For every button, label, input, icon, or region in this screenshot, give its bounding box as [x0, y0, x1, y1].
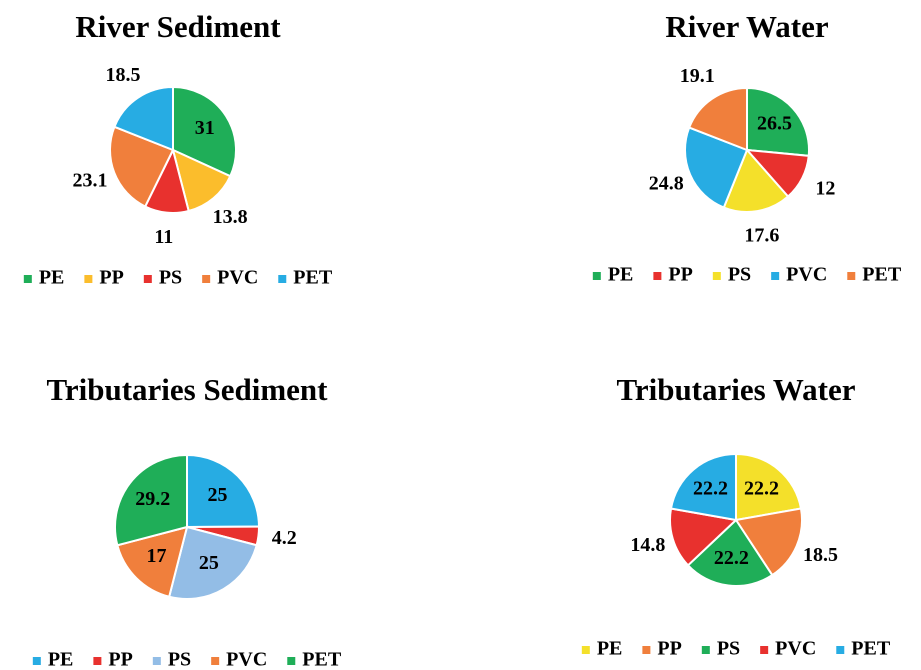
legend-label: PVC	[226, 649, 267, 670]
data-label: 22.2	[693, 477, 728, 499]
data-label: 23.1	[72, 170, 107, 192]
data-label: 17	[147, 545, 167, 567]
data-label: 13.8	[213, 206, 248, 228]
pie-slice	[746, 86, 810, 157]
pie-slice	[113, 85, 174, 152]
legend-label: PET	[293, 267, 333, 289]
legend-label: PS	[728, 264, 751, 286]
legend-label: PET	[851, 638, 891, 660]
legend-marker	[143, 275, 152, 283]
pie-slice	[116, 525, 189, 598]
data-label: 24.8	[649, 173, 684, 195]
pie-slice	[684, 126, 749, 209]
pie-slice	[669, 507, 739, 567]
chart-title: Tributaries Sediment	[47, 372, 329, 407]
data-label: 25	[207, 484, 227, 506]
legend-marker	[152, 657, 161, 665]
data-label: 12	[815, 178, 835, 200]
data-label: 29.2	[135, 488, 170, 510]
legend-marker	[701, 646, 710, 654]
legend-label: PS	[717, 638, 740, 660]
legend-marker	[771, 272, 780, 280]
pie-slice	[669, 452, 737, 522]
pie-slice	[734, 507, 803, 577]
legend: PE PP PS PVC PET	[581, 638, 891, 660]
legend-marker	[93, 657, 102, 665]
legend-marker	[642, 646, 651, 654]
legend-marker	[760, 646, 769, 654]
legend-marker	[847, 272, 856, 280]
legend-label: PVC	[786, 264, 827, 286]
data-label: 25	[199, 552, 219, 574]
legend-label: PET	[862, 264, 902, 286]
legend-label: PP	[99, 267, 123, 289]
legend: PE PP PS PVC PET	[32, 649, 342, 670]
legend-label: PE	[597, 638, 623, 660]
pie-slice	[687, 86, 748, 152]
legend-marker	[202, 275, 211, 283]
pie-slice	[686, 518, 774, 587]
legend-marker	[712, 272, 721, 280]
legend-label: PVC	[217, 267, 258, 289]
legend-label: PS	[159, 267, 182, 289]
data-label: 18.5	[803, 544, 838, 566]
legend-label: PET	[302, 649, 342, 670]
pie-slice	[722, 148, 790, 213]
pie-slice	[171, 148, 232, 213]
data-label: 31	[195, 117, 215, 139]
pie-slice	[109, 125, 175, 208]
legend-marker	[287, 657, 296, 665]
pie-slice	[186, 453, 261, 529]
pie-slice	[167, 525, 258, 600]
legend-label: PP	[108, 649, 132, 670]
legend: PE PP PS PVC PET	[23, 267, 333, 289]
legend: PE PP PS PVC PET	[592, 264, 902, 286]
pie-slice	[114, 453, 188, 547]
legend-label: PE	[39, 267, 65, 289]
legend-label: PP	[668, 264, 692, 286]
data-label: 17.6	[744, 224, 779, 246]
legend-label: PE	[608, 264, 634, 286]
data-label: 18.5	[105, 64, 140, 86]
data-label: 19.1	[680, 65, 715, 87]
legend-marker	[211, 657, 220, 665]
legend-marker	[836, 646, 845, 654]
data-label: 22.2	[744, 477, 779, 499]
legend-marker	[592, 272, 601, 280]
legend-label: PVC	[775, 638, 816, 660]
pie-slice	[172, 85, 237, 178]
data-label: 11	[154, 226, 173, 248]
data-label: 22.2	[714, 547, 749, 569]
legend-marker	[84, 275, 93, 283]
data-label: 26.5	[757, 113, 792, 135]
legend-marker	[23, 275, 32, 283]
legend-marker	[653, 272, 662, 280]
chart-title: River Sediment	[75, 9, 281, 44]
legend-label: PP	[657, 638, 681, 660]
chart-title: Tributaries Water	[616, 372, 855, 407]
data-label: 4.2	[272, 527, 297, 549]
legend-label: PS	[168, 649, 191, 670]
legend-marker	[32, 657, 41, 665]
legend-marker	[581, 646, 590, 654]
data-label: 14.8	[630, 534, 665, 556]
legend-marker	[278, 275, 287, 283]
chart-title: River Water	[665, 9, 829, 44]
legend-label: PE	[48, 649, 74, 670]
pie-slice	[735, 452, 803, 522]
